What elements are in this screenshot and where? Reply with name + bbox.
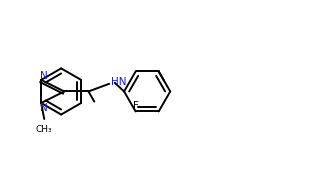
Text: N: N bbox=[40, 71, 48, 81]
Text: F: F bbox=[133, 101, 139, 111]
Text: HN: HN bbox=[111, 77, 126, 87]
Text: N: N bbox=[40, 103, 48, 113]
Text: CH₃: CH₃ bbox=[36, 125, 52, 134]
